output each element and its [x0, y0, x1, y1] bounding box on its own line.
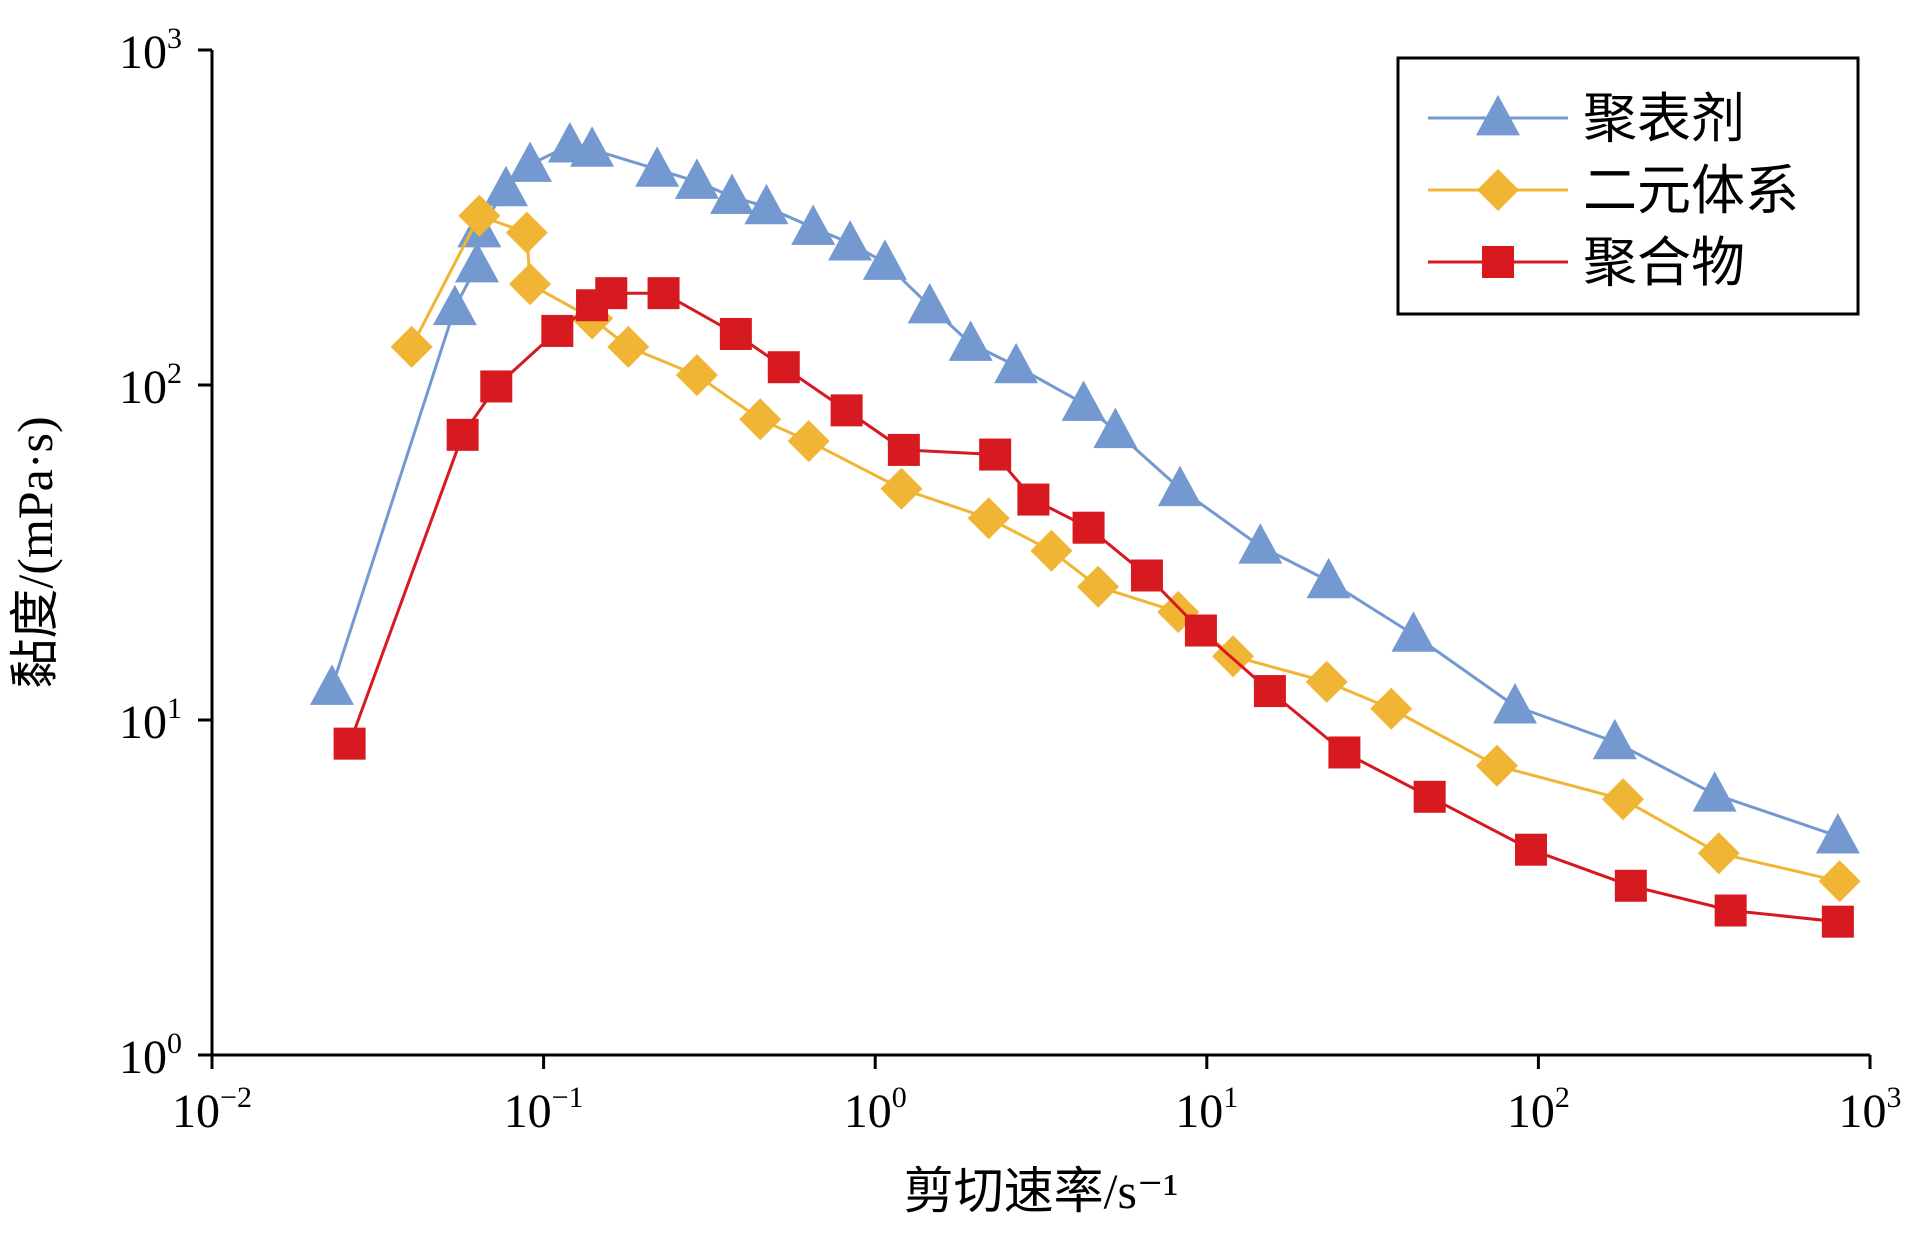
- data-point: [505, 211, 548, 254]
- data-point: [1061, 380, 1106, 421]
- data-point: [1475, 744, 1518, 787]
- data-point: [432, 284, 477, 326]
- data-point: [509, 263, 552, 306]
- data-point: [1238, 523, 1283, 564]
- data-point: [595, 277, 628, 310]
- y-axis-title: 黏度/(mPa·s): [7, 416, 63, 688]
- data-point: [1714, 894, 1747, 927]
- data-point: [719, 317, 752, 350]
- data-point: [710, 173, 755, 214]
- y-tick-label: 102: [119, 357, 182, 414]
- data-point: [830, 394, 863, 427]
- data-point: [828, 220, 873, 261]
- x-tick-label: 10−1: [504, 1081, 584, 1138]
- data-point: [675, 354, 718, 397]
- data-point: [1077, 565, 1120, 608]
- data-point: [458, 194, 501, 237]
- data-point: [1328, 736, 1361, 769]
- data-point: [1130, 559, 1163, 592]
- data-point: [1030, 529, 1073, 572]
- legend-item: 聚表剂: [1428, 89, 1745, 149]
- y-tick-label: 100: [119, 1027, 182, 1084]
- data-point: [1692, 771, 1737, 812]
- data-point: [979, 438, 1012, 471]
- x-tick-label: 100: [844, 1081, 907, 1138]
- data-point: [1093, 407, 1138, 449]
- data-point: [948, 320, 993, 361]
- legend-item: 聚合物: [1428, 233, 1745, 293]
- x-tick-label: 102: [1507, 1081, 1570, 1138]
- data-point: [1253, 675, 1286, 708]
- legend-item: 二元体系: [1428, 161, 1799, 221]
- x-tick-label: 103: [1839, 1081, 1902, 1138]
- data-point: [333, 727, 366, 760]
- data-point: [880, 467, 923, 510]
- y-tick-label: 101: [119, 692, 182, 749]
- data-point: [1602, 778, 1645, 821]
- data-point: [309, 664, 354, 705]
- data-point: [1592, 718, 1637, 760]
- series-diamond: [390, 194, 1861, 903]
- series-layer: [309, 122, 1861, 938]
- data-point: [791, 204, 836, 245]
- data-point: [787, 420, 830, 463]
- data-point: [907, 282, 952, 324]
- data-point: [635, 146, 680, 187]
- data-point: [390, 325, 433, 368]
- series-triangle: [309, 122, 1860, 854]
- data-point: [1017, 483, 1050, 516]
- data-point: [570, 126, 615, 167]
- data-point: [739, 398, 782, 441]
- data-point: [862, 239, 907, 280]
- data-point: [1697, 832, 1740, 875]
- series-square: [333, 277, 1854, 938]
- series-line: [348, 291, 1839, 924]
- data-point: [508, 141, 553, 182]
- x-axis-title: 剪切速率/s⁻¹: [904, 1163, 1179, 1219]
- data-point: [1413, 780, 1446, 813]
- legend-label: 二元体系: [1583, 161, 1799, 221]
- data-point: [1305, 660, 1348, 703]
- legend-marker: [1477, 169, 1519, 211]
- data-point: [1614, 869, 1647, 902]
- data-point: [1818, 860, 1861, 903]
- data-point: [480, 370, 513, 403]
- data-point: [1157, 465, 1202, 507]
- legend-marker: [1482, 246, 1514, 278]
- data-point: [647, 277, 680, 310]
- axes: 10−2 10−1 100 101 102 103 100 101 102 103: [119, 22, 1902, 1138]
- data-point: [1370, 687, 1413, 730]
- legend-label: 聚表剂: [1583, 89, 1745, 149]
- data-point: [1492, 683, 1537, 724]
- data-point: [1821, 905, 1854, 938]
- data-point: [1515, 833, 1548, 866]
- x-tick-label: 10−2: [172, 1081, 252, 1138]
- legend-marker: [1476, 94, 1520, 136]
- data-point: [607, 325, 650, 368]
- data-point: [1306, 557, 1351, 599]
- data-point: [1391, 611, 1436, 652]
- data-point: [887, 433, 920, 466]
- legend-box: [1396, 56, 1860, 316]
- data-point: [767, 351, 800, 384]
- legend-label: 聚合物: [1583, 233, 1745, 293]
- data-point: [744, 183, 789, 225]
- data-point: [1184, 614, 1217, 647]
- data-point: [1072, 511, 1105, 544]
- data-point: [1815, 813, 1860, 854]
- data-point: [483, 165, 528, 207]
- data-point: [446, 418, 479, 451]
- data-point: [967, 497, 1010, 540]
- data-point: [674, 158, 719, 199]
- data-point: [541, 314, 574, 347]
- data-point: [994, 342, 1039, 384]
- data-point: [455, 241, 500, 283]
- y-tick-label: 103: [119, 22, 182, 79]
- x-tick-label: 101: [1175, 1081, 1238, 1138]
